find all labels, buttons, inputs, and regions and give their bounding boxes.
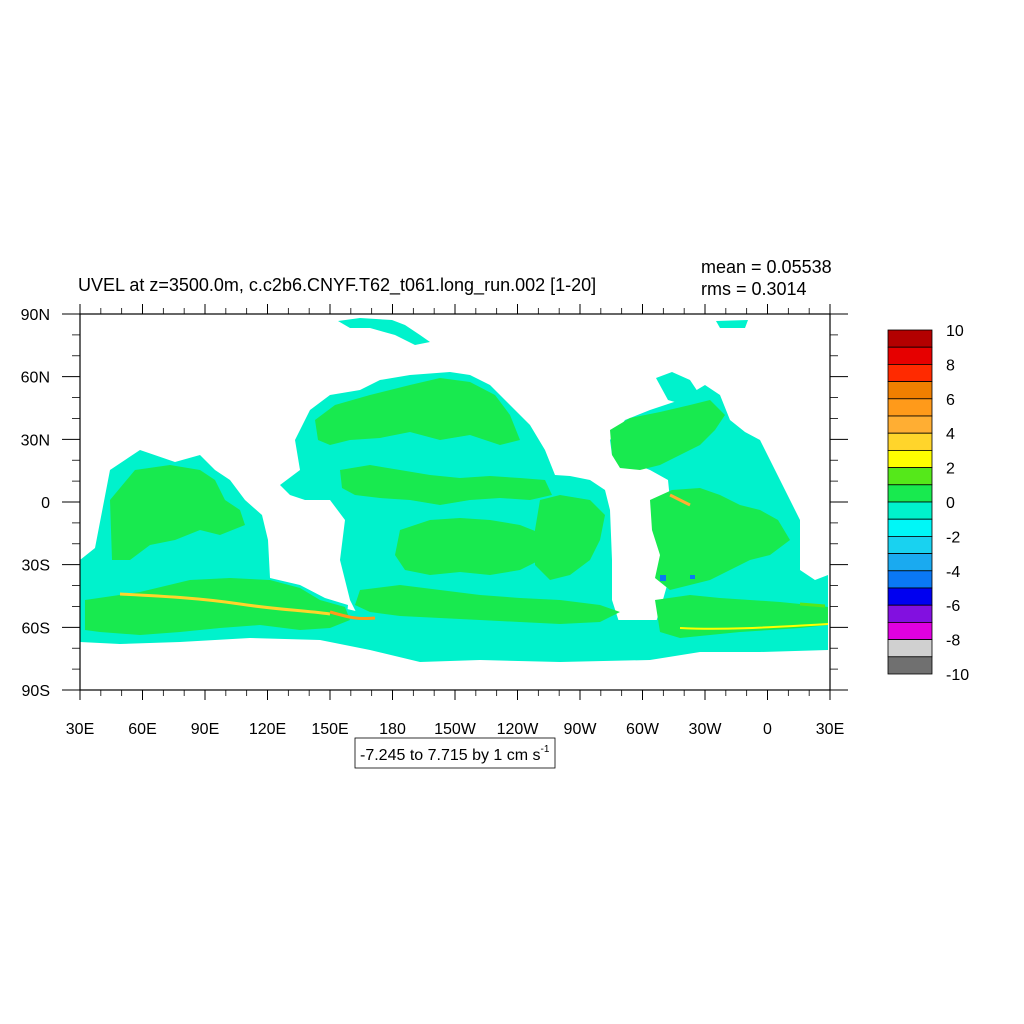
colorbar-swatch — [887, 622, 933, 641]
x-tick-label: 30E — [66, 721, 94, 738]
y-axis: 90N 60N 30N 0 30S 60S 90S — [21, 307, 848, 700]
colorbar-swatch — [887, 639, 933, 658]
x-tick-label: 120E — [249, 721, 286, 738]
contour-info-text: -7.245 to 7.715 by 1 cm s — [360, 747, 541, 764]
colorbar-label: -8 — [946, 633, 960, 650]
colorbar-label: -2 — [946, 529, 960, 546]
ocean-velocity-field — [80, 318, 829, 662]
colorbar-swatch — [887, 587, 933, 606]
chart-title: UVEL at z=3500.0m, c.c2b6.CNYF.T62_t061.… — [78, 275, 596, 296]
colorbar-swatch — [887, 570, 933, 589]
colorbar-swatch — [887, 518, 933, 537]
colorbar-swatch — [887, 329, 933, 348]
colorbar-swatch — [887, 553, 933, 572]
colorbar-swatch — [887, 432, 933, 451]
colorbar-swatch — [887, 346, 933, 365]
colorbar-label: -6 — [946, 598, 960, 615]
colorbar-label: 10 — [946, 323, 964, 340]
colorbar-label: 6 — [946, 392, 955, 409]
y-tick-label: 90S — [22, 683, 50, 700]
colorbar-swatch — [887, 415, 933, 434]
rms-label: rms = 0.3014 — [701, 279, 807, 299]
colorbar-swatch — [887, 656, 933, 675]
x-tick-label: 150E — [311, 721, 348, 738]
colorbar-swatch — [887, 604, 933, 623]
x-tick-label: 90E — [191, 721, 219, 738]
y-tick-label: 30N — [21, 432, 50, 449]
y-tick-label: 60N — [21, 370, 50, 387]
contour-info-superscript: -1 — [541, 744, 550, 755]
svg-text:-7.245 to 7.715 by 1 cm s-1: -7.245 to 7.715 by 1 cm s-1 — [360, 744, 550, 764]
colorbar-label: 4 — [946, 426, 955, 443]
colorbar-swatch — [887, 381, 933, 400]
colorbar-swatch — [887, 536, 933, 555]
x-tick-label: 150W — [434, 721, 477, 738]
x-tick-label: 0 — [763, 721, 772, 738]
colorbar-swatch — [887, 449, 933, 468]
minor-ticks — [72, 308, 838, 696]
colorbar-label: 8 — [946, 357, 955, 374]
y-tick-label: 30S — [22, 558, 50, 575]
colorbar-swatch — [887, 501, 933, 520]
x-tick-label: 30W — [689, 721, 723, 738]
colorbar-label: 0 — [946, 495, 955, 512]
x-tick-label: 90W — [564, 721, 598, 738]
colorbar-swatch — [887, 363, 933, 382]
negative-spots — [660, 575, 695, 581]
colorbar-label: 2 — [946, 461, 955, 478]
y-tick-label: 0 — [41, 495, 50, 512]
x-tick-label: 60W — [626, 721, 660, 738]
contour-info-box: -7.245 to 7.715 by 1 cm s-1 — [354, 737, 556, 769]
y-tick-label: 90N — [21, 307, 50, 324]
colorbar: 10 8 6 4 2 0 -2 -4 -6 -8 -10 — [887, 323, 969, 684]
x-tick-label: 180 — [379, 721, 406, 738]
y-tick-label: 60S — [22, 620, 50, 637]
x-tick-label: 60E — [128, 721, 156, 738]
mean-label: mean = 0.05538 — [701, 257, 832, 277]
x-tick-label: 120W — [497, 721, 540, 738]
x-tick-label: 30E — [816, 721, 844, 738]
acc-streaks — [119, 493, 829, 630]
colorbar-swatch — [887, 484, 933, 503]
colorbar-label: -4 — [946, 564, 960, 581]
colorbar-swatch — [887, 467, 933, 486]
colorbar-label: -10 — [946, 667, 969, 684]
ocean-positive-green — [85, 378, 828, 638]
colorbar-swatch — [887, 398, 933, 417]
x-axis: 30E 60E 90E 120E 150E 180 150W 120W 90W 60W 30W 0 30… — [66, 304, 844, 738]
